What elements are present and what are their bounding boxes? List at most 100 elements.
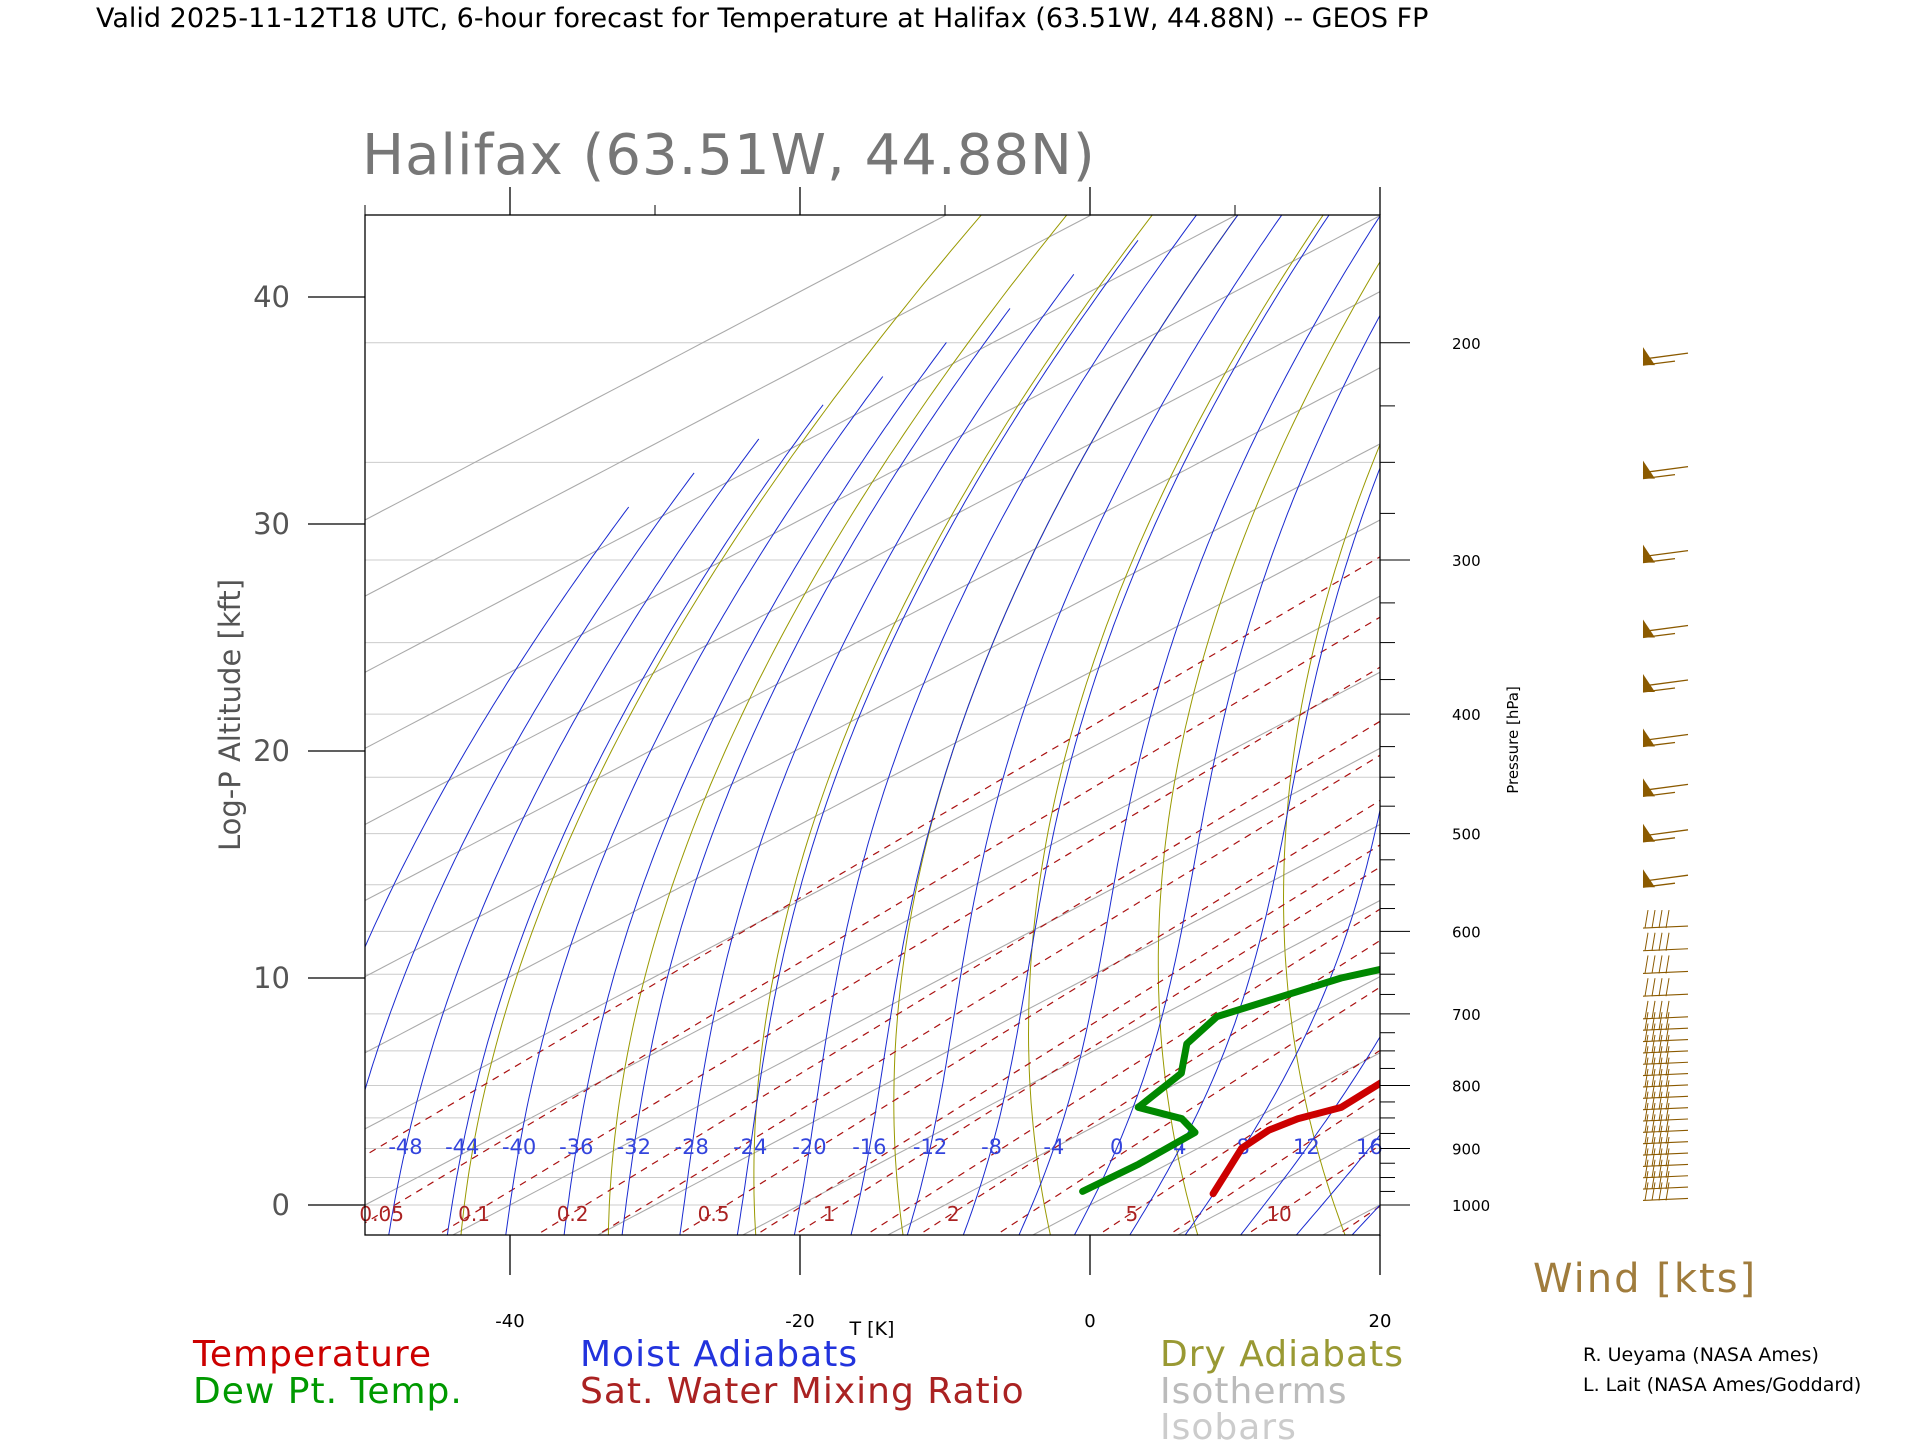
isotherm-line bbox=[365, 215, 1093, 597]
moist-adiabat-label: -16 bbox=[852, 1135, 886, 1159]
wind-barb-feather bbox=[1644, 1091, 1649, 1110]
mixing-ratio-label: 0.05 bbox=[359, 1202, 404, 1226]
moist-adiabat-line bbox=[906, 215, 1283, 1235]
wind-barb-feather bbox=[1651, 1114, 1656, 1133]
wind-barb-feather bbox=[1658, 955, 1663, 974]
wind-barb-feather bbox=[1658, 909, 1663, 929]
legend-dewpoint: Dew Pt. Temp. bbox=[193, 1371, 463, 1412]
moist-adiabat-line bbox=[1073, 314, 1380, 1235]
wind-barb-staff bbox=[1642, 1186, 1689, 1190]
wind-barb-feather bbox=[1665, 1023, 1670, 1042]
wind-barb-flag bbox=[1642, 632, 1676, 639]
moist-adiabat-line bbox=[365, 472, 695, 1092]
wind-barb-feather bbox=[1644, 1182, 1649, 1201]
wind-barb-pennant bbox=[1643, 728, 1655, 747]
dry-adiabat-line bbox=[607, 215, 1068, 1235]
wind-barb bbox=[1642, 1159, 1689, 1179]
isotherm-line bbox=[365, 671, 1380, 1206]
wind-barb-feather bbox=[1651, 1057, 1656, 1076]
wind-barb-staff bbox=[1642, 1050, 1689, 1054]
dry-adiabat-line bbox=[1635, 195, 1790, 1239]
isotherm-line bbox=[365, 595, 1380, 1130]
wind-barb-staff bbox=[1642, 1027, 1689, 1031]
wind-barb-staff bbox=[1642, 352, 1689, 360]
wind-barb-feather bbox=[1658, 1182, 1663, 1201]
wind-barb-feather bbox=[1658, 1102, 1663, 1122]
wind-barb-staff bbox=[1642, 1152, 1689, 1156]
wind-barb-feather bbox=[1665, 1068, 1670, 1088]
credit-2: L. Lait (NASA Ames/Goddard) bbox=[1583, 1374, 1861, 1396]
wind-barb-feather bbox=[1658, 932, 1663, 951]
wind-barb-feather bbox=[1651, 1159, 1656, 1178]
wind-barb-feather bbox=[1651, 1148, 1656, 1167]
moist-adiabat-label: 16 bbox=[1356, 1135, 1383, 1159]
moist-adiabat-label: -28 bbox=[675, 1135, 709, 1159]
isotherm-line bbox=[365, 443, 1380, 978]
moist-adiabat-line bbox=[505, 376, 884, 1235]
isotherm-line bbox=[741, 899, 1380, 1235]
wind-barb-feather bbox=[1665, 1171, 1670, 1190]
moist-adiabat-label: -24 bbox=[733, 1135, 767, 1159]
mixing-ratio-line bbox=[754, 844, 1380, 1235]
wind-barb-feather bbox=[1644, 1012, 1649, 1031]
wind-barb-feather bbox=[1658, 1125, 1663, 1144]
wind-barb bbox=[1642, 1182, 1689, 1202]
pressure-axis-label: Pressure [hPa] bbox=[1504, 686, 1522, 794]
wind-barb-feather bbox=[1644, 1136, 1649, 1156]
legend-mixing-ratio: Sat. Water Mixing Ratio bbox=[580, 1371, 1025, 1412]
wind-barb bbox=[1642, 932, 1689, 952]
moist-adiabat-line bbox=[388, 438, 760, 1235]
credit-1: R. Ueyama (NASA Ames) bbox=[1583, 1344, 1819, 1366]
moist-adiabat-line bbox=[621, 308, 1011, 1235]
wind-barb-staff bbox=[1642, 783, 1689, 792]
wind-barb-feather bbox=[1665, 1091, 1670, 1110]
wind-barb-staff bbox=[1642, 948, 1689, 952]
wind-barb-pennant bbox=[1643, 347, 1655, 366]
sounding-profiles bbox=[1079, 965, 1380, 1198]
background-lines bbox=[365, 195, 1920, 1239]
dry-adiabat-line bbox=[1851, 195, 1920, 1239]
isotherm-line bbox=[365, 215, 1238, 673]
mixing-ratio-line bbox=[1167, 1094, 1380, 1235]
wind-barb-pennant bbox=[1643, 619, 1655, 638]
legend-isotherms: Isotherms bbox=[1160, 1371, 1347, 1412]
wind-barb-flag bbox=[1642, 473, 1676, 480]
mixing-ratio-label: 5 bbox=[1126, 1202, 1139, 1226]
isotherm-line bbox=[1460, 195, 1920, 1239]
wind-barb-staff bbox=[1642, 970, 1689, 975]
pressure-tick-label: 900 bbox=[1452, 1141, 1481, 1159]
mixing-ratio-label: 10 bbox=[1266, 1202, 1291, 1226]
dry-adiabat-line bbox=[753, 215, 1153, 1235]
wind-barb-staff bbox=[1642, 1197, 1689, 1202]
wind-barb bbox=[1642, 1057, 1689, 1077]
wind-barb-staff bbox=[1642, 733, 1689, 742]
x-tick-label: 20 bbox=[1369, 1311, 1392, 1332]
moist-adiabat-label: -32 bbox=[617, 1135, 651, 1159]
x-tick-label: 0 bbox=[1084, 1311, 1095, 1332]
wind-barb-feather bbox=[1644, 932, 1649, 951]
wind-barb-feather bbox=[1665, 909, 1670, 929]
legend-moist-adiabats: Moist Adiabats bbox=[580, 1334, 858, 1375]
mixing-ratio-line bbox=[677, 799, 1380, 1235]
wind-barb-staff bbox=[1642, 1061, 1689, 1065]
wind-barb-feather bbox=[1665, 1057, 1670, 1076]
dry-adiabat-line bbox=[460, 215, 982, 1235]
mixing-ratio-line bbox=[365, 556, 1380, 1157]
pressure-tick-label: 700 bbox=[1452, 1006, 1481, 1024]
moist-adiabat-labels: -48 -44 -40 -36 -32 -28 -24 -20 -16 -12 -8 -4 0 4 8 12 1… bbox=[388, 1135, 1382, 1159]
moist-adiabat-line bbox=[1351, 1204, 1380, 1235]
wind-barb-feather bbox=[1644, 1102, 1649, 1122]
moist-adiabat-label: -8 bbox=[981, 1135, 1002, 1159]
wind-barb-feather bbox=[1665, 1102, 1670, 1122]
wind-barb-pennant bbox=[1643, 869, 1655, 888]
wind-barb-feather bbox=[1644, 1034, 1649, 1053]
x-axis-label: T [K] bbox=[849, 1318, 895, 1340]
wind-barb bbox=[1642, 673, 1689, 693]
mixing-ratio-label: 0.5 bbox=[698, 1202, 730, 1226]
wind-barb-pennant bbox=[1643, 544, 1655, 563]
wind-barb-feather bbox=[1658, 978, 1663, 997]
wind-barb-feather bbox=[1644, 1068, 1649, 1088]
moist-adiabat-label: -20 bbox=[792, 1135, 826, 1159]
wind-barb-staff bbox=[1642, 624, 1689, 633]
